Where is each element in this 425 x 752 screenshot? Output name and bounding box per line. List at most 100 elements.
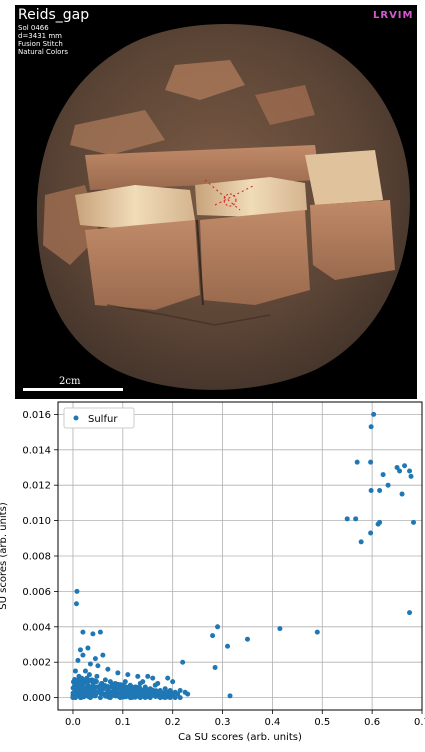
- rock-image-panel: Reids_gap Sol 0466 d=3431 mm Fusion Stit…: [15, 5, 417, 399]
- y-tick-label: 0.004: [22, 622, 51, 633]
- data-point: [177, 695, 183, 701]
- data-point: [175, 691, 181, 697]
- y-tick-label: 0.016: [22, 410, 51, 421]
- data-point: [83, 676, 89, 682]
- data-point: [142, 694, 148, 700]
- data-point: [377, 519, 383, 525]
- data-point: [402, 463, 408, 469]
- data-point: [166, 690, 172, 696]
- data-point: [133, 687, 139, 693]
- x-tick-label: 0.4: [264, 717, 280, 728]
- data-point: [92, 656, 98, 662]
- data-point: [80, 629, 86, 635]
- data-point: [152, 682, 158, 688]
- data-point: [407, 468, 413, 474]
- distance-label: d=3431 mm: [18, 32, 62, 40]
- data-point: [82, 668, 88, 674]
- color-mode-label: Natural Colors: [18, 48, 68, 56]
- data-point: [170, 679, 176, 685]
- data-point: [210, 633, 216, 639]
- data-point: [368, 488, 374, 494]
- data-point: [72, 668, 78, 674]
- data-point: [89, 691, 95, 697]
- target-name: Reids_gap: [18, 7, 90, 23]
- data-point: [129, 694, 135, 700]
- x-tick-label: 0.7: [414, 717, 425, 728]
- data-point: [90, 631, 96, 637]
- data-point: [87, 661, 93, 667]
- data-point: [354, 459, 360, 465]
- legend-label-sulfur: Sulfur: [88, 414, 118, 425]
- data-point: [162, 686, 168, 692]
- data-point: [111, 692, 117, 698]
- data-point: [81, 687, 87, 693]
- data-point: [93, 679, 99, 685]
- data-point: [397, 468, 403, 474]
- legend-marker: [73, 415, 79, 421]
- processing-label: Fusion Stitch: [18, 40, 63, 48]
- legend: Sulfur: [63, 407, 135, 429]
- grid-layer: [58, 402, 423, 710]
- data-point: [100, 652, 106, 658]
- legend-box: [63, 407, 135, 429]
- data-point: [411, 519, 417, 525]
- data-point: [124, 691, 130, 697]
- data-point: [371, 411, 377, 417]
- data-point: [80, 652, 86, 658]
- data-point: [86, 672, 92, 678]
- data-point: [95, 689, 101, 695]
- x-tick-label: 0.6: [364, 717, 380, 728]
- data-point: [146, 689, 152, 695]
- data-point: [150, 675, 156, 681]
- data-point: [71, 690, 77, 696]
- data-point: [75, 657, 81, 663]
- data-point: [105, 688, 111, 694]
- data-point: [380, 472, 386, 478]
- data-point: [177, 688, 183, 694]
- data-point: [277, 626, 283, 632]
- scatter-chart: 0.0 0.1 0.2 0.3 0.4 0.5 0.6 0.7 0.000 0.002 0.004 0…: [0, 401, 425, 743]
- x-tick-label: 0.2: [165, 717, 181, 728]
- rock-photo: [15, 5, 417, 399]
- data-point: [156, 689, 162, 695]
- data-point: [88, 684, 94, 690]
- data-point: [73, 601, 79, 607]
- data-point: [385, 482, 391, 488]
- data-point: [109, 681, 115, 687]
- data-point: [353, 516, 359, 522]
- data-point: [377, 488, 383, 494]
- data-point: [368, 530, 374, 536]
- data-point: [137, 680, 143, 686]
- ticks-layer: 0.0 0.1 0.2 0.3 0.4 0.5 0.6 0.7 0.000 0.002 0.004 0…: [22, 410, 425, 728]
- data-point: [407, 610, 413, 616]
- y-tick-label: 0.000: [22, 693, 51, 704]
- scatter-chart-panel: 0.0 0.1 0.2 0.3 0.4 0.5 0.6 0.7 0.000 0.002 0.004 0…: [0, 400, 425, 748]
- data-point: [212, 665, 218, 671]
- y-tick-label: 0.002: [22, 658, 51, 669]
- data-point: [399, 491, 405, 497]
- y-tick-label: 0.010: [22, 516, 51, 527]
- x-axis-label: Ca SU scores (arb. units): [178, 732, 302, 743]
- y-axis-label: SU scores (arb. units): [0, 502, 9, 610]
- data-point: [225, 643, 231, 649]
- data-points-layer: [70, 411, 417, 701]
- data-point: [394, 464, 400, 470]
- data-point: [180, 659, 186, 665]
- data-point: [74, 677, 80, 683]
- data-point: [75, 682, 81, 688]
- y-tick-label: 0.006: [22, 587, 51, 598]
- data-point: [215, 624, 221, 630]
- data-point: [227, 693, 233, 699]
- data-point: [94, 673, 100, 679]
- instrument-logo: LRVIM: [373, 10, 414, 21]
- data-point: [125, 672, 131, 678]
- data-point: [74, 588, 80, 594]
- data-point: [358, 539, 364, 545]
- data-point: [103, 693, 109, 699]
- data-point: [368, 424, 374, 430]
- data-point: [95, 663, 101, 669]
- data-point: [135, 673, 141, 679]
- data-point: [135, 693, 141, 699]
- data-point: [145, 673, 151, 679]
- data-point: [77, 647, 83, 653]
